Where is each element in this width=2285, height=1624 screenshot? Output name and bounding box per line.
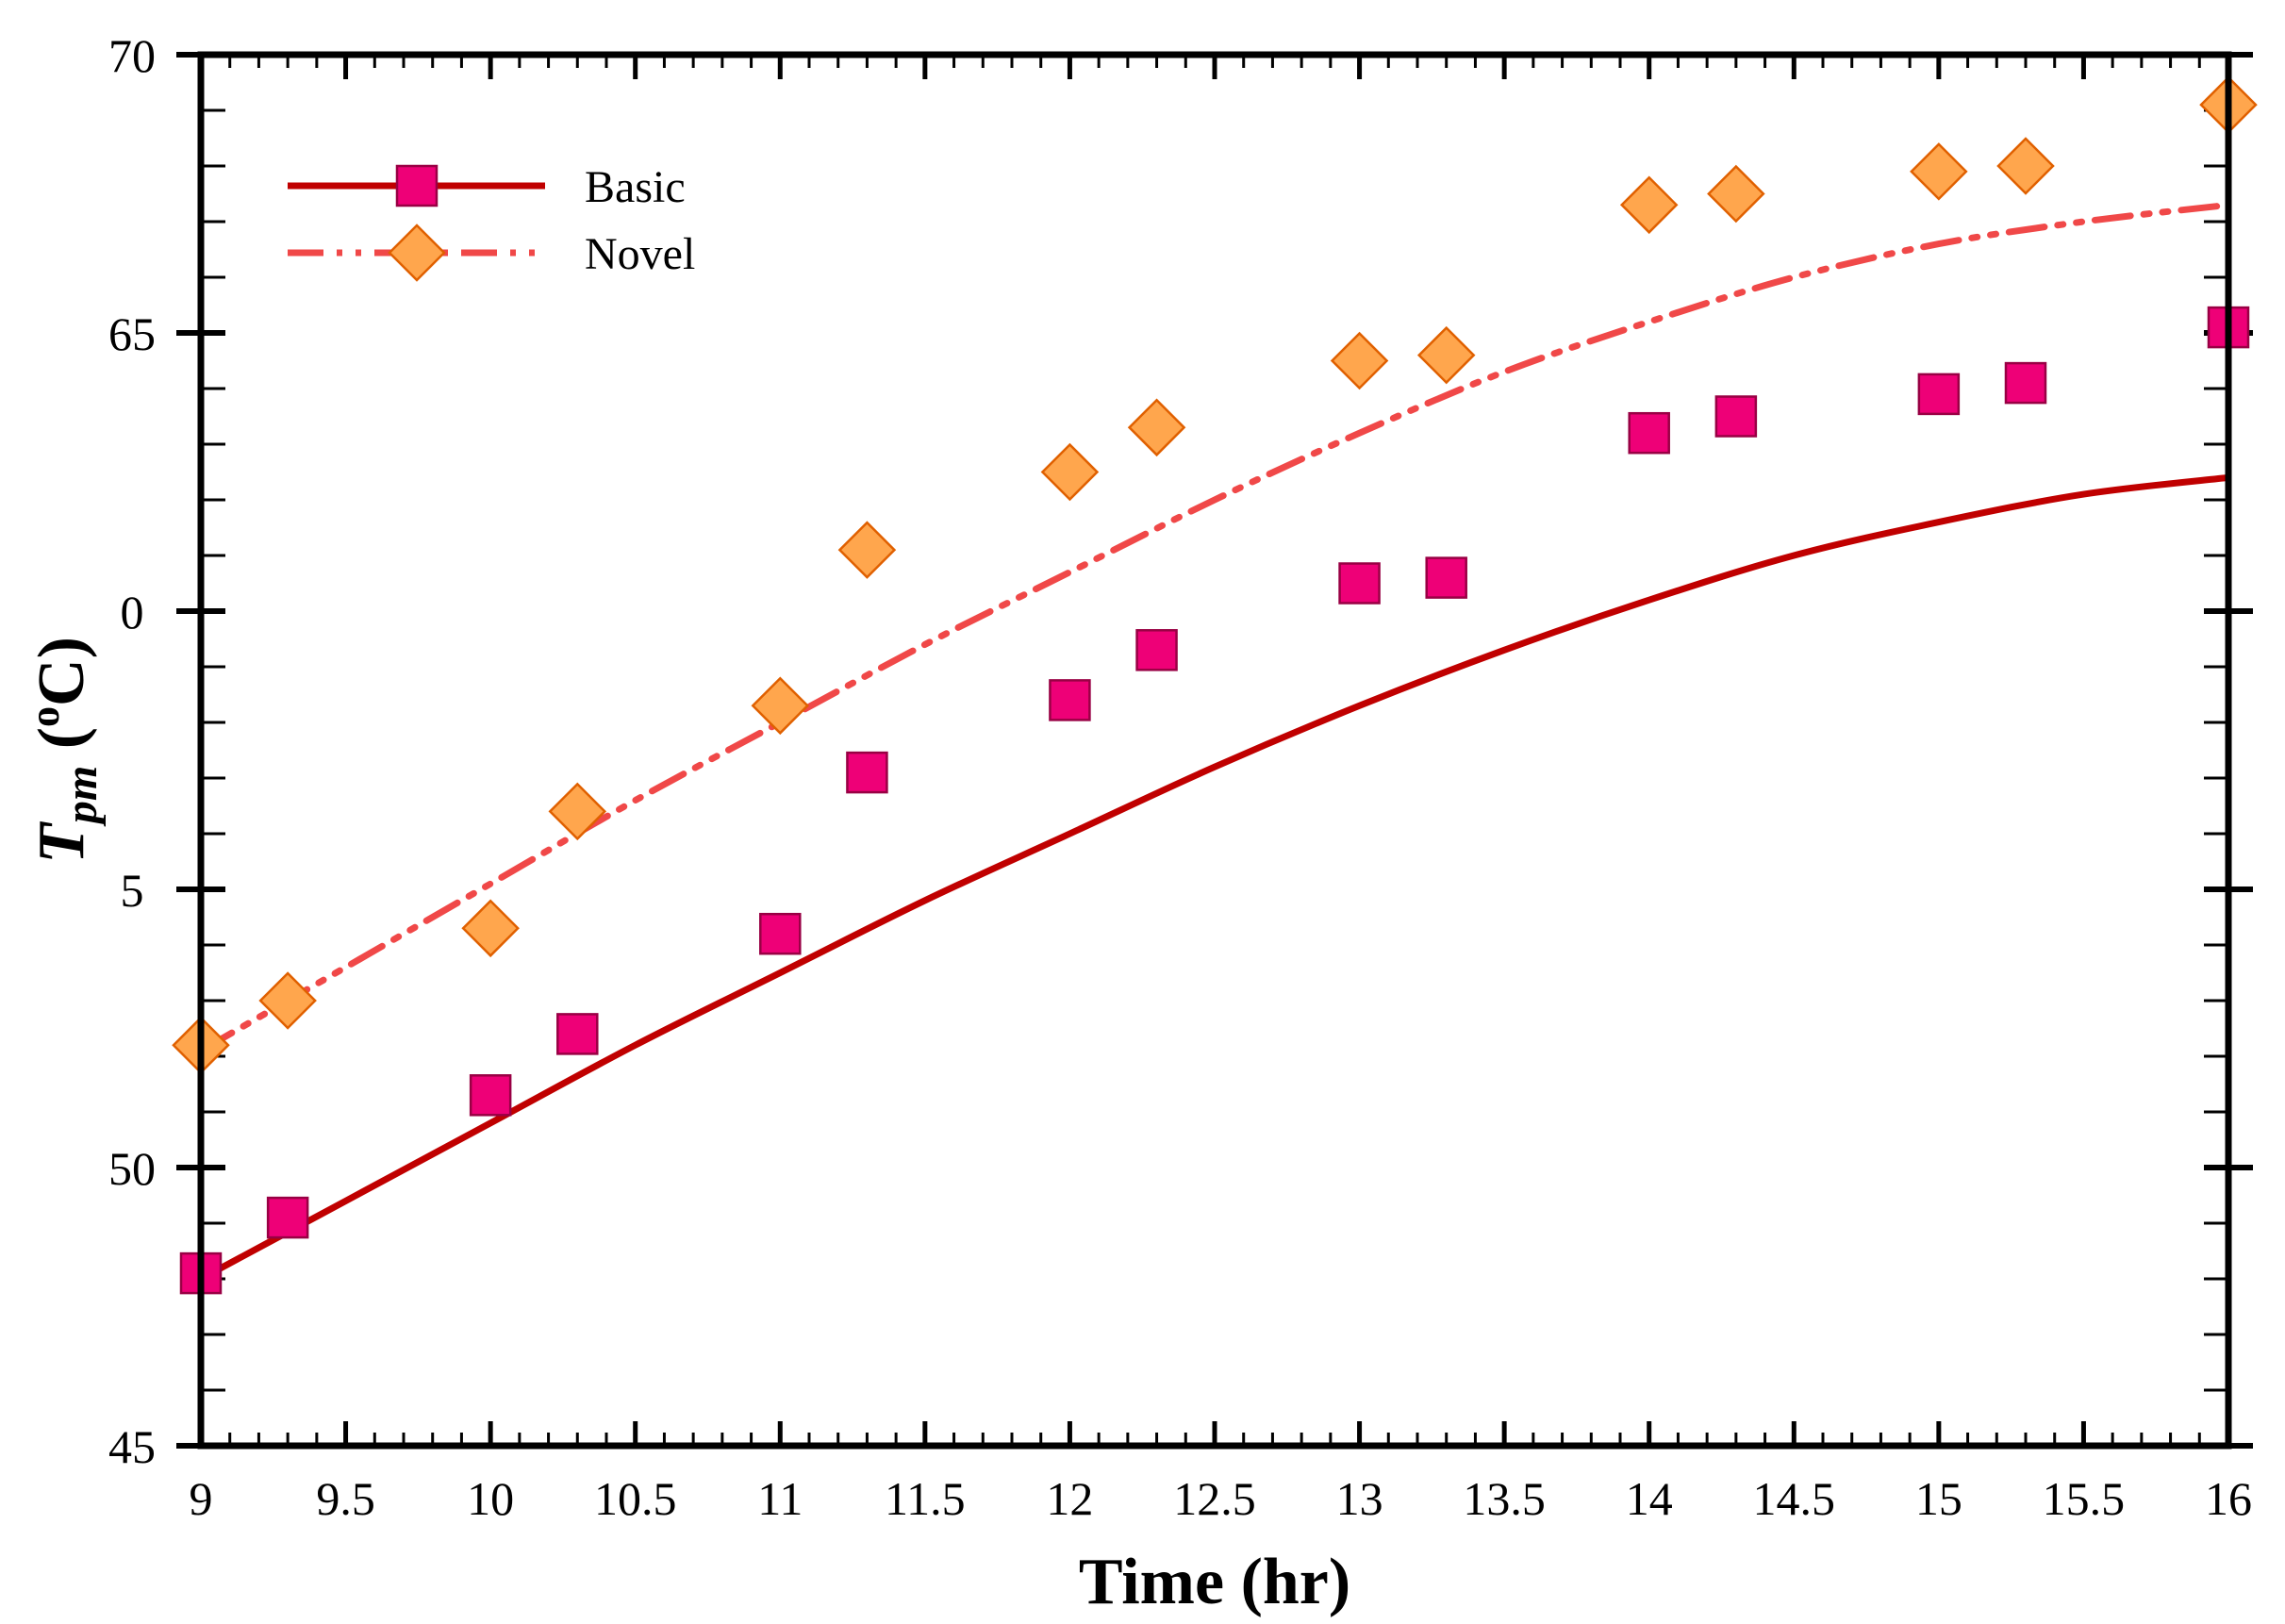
data-point-basic (759, 912, 802, 955)
data-point-novel (258, 971, 317, 1030)
data-point-basic (266, 1196, 309, 1239)
y-tick-label: 45 (108, 1420, 156, 1473)
data-point-basic (556, 1013, 599, 1055)
data-point-basic (1917, 373, 1961, 416)
data-point-basic (1135, 629, 1178, 671)
x-tick-label: 16 (2205, 1472, 2252, 1525)
fit-curve-basic (197, 473, 2232, 1283)
data-point-novel (461, 899, 520, 958)
data-point-novel (1707, 164, 1765, 224)
data-point-novel (1619, 175, 1679, 235)
x-tick-label: 14 (1626, 1472, 1673, 1525)
y-axis-title-unit-prefix: ( (25, 727, 98, 766)
data-point-basic (1049, 679, 1091, 721)
legend-label-basic: Basic (585, 162, 686, 212)
x-tick-label: 15 (1915, 1472, 1962, 1525)
y-axis-title-subscript: pm (57, 766, 107, 827)
x-tick-label: 12.5 (1173, 1472, 1256, 1525)
data-point-basic (1714, 395, 1758, 438)
data-point-basic (1628, 411, 1670, 455)
data-point-novel (1996, 137, 2055, 195)
data-point-novel (1416, 325, 1476, 385)
data-point-basic (1338, 562, 1381, 605)
y-tick-label: 70 (108, 29, 156, 82)
legend-entry-novel: Novel (288, 224, 695, 282)
x-tick-label: 15.5 (2043, 1472, 2126, 1525)
y-tick-label: 65 (108, 307, 156, 360)
data-point-novel (1910, 142, 1968, 201)
legend-marker-novel (388, 224, 446, 282)
y-axis-title-superscript: o (22, 706, 68, 727)
x-tick-label: 13.5 (1463, 1472, 1546, 1525)
y-tick-label: 0 (121, 586, 144, 638)
y-axis-title-main: T (25, 820, 98, 864)
data-point-basic (2004, 361, 2047, 405)
data-point-novel (751, 676, 810, 736)
y-tick-label: 50 (108, 1142, 156, 1195)
legend-label-novel: Novel (585, 229, 695, 279)
x-tick-labels: 9 9.5 10 10.5 11 11.5 12 12.5 13 13.5 14 14.5 15 15.5… (190, 1472, 2253, 1525)
legend: Basic Novel (288, 162, 695, 282)
data-point-basic (469, 1074, 512, 1117)
y-axis-title-unit-suffix: C) (25, 637, 98, 706)
tick-marks (176, 52, 2253, 1449)
data-point-novel (1127, 398, 1186, 457)
plot-frame (197, 51, 2232, 1450)
data-point-basic (846, 751, 888, 794)
y-tick-label: 5 (121, 864, 144, 917)
data-point-novel (1330, 331, 1389, 390)
legend-marker-basic (395, 164, 439, 207)
y-axis-title: Tpm (oC) (22, 637, 107, 864)
data-point-novel (548, 782, 607, 841)
x-tick-label: 10.5 (594, 1472, 677, 1525)
data-point-novel (1040, 442, 1100, 502)
fit-curves (197, 201, 2232, 1283)
x-tick-label: 14.5 (1753, 1472, 1836, 1525)
data-point-basic (1425, 556, 1467, 599)
x-tick-label: 11 (757, 1472, 803, 1525)
x-tick-label: 9.5 (316, 1472, 375, 1525)
x-tick-label: 9 (190, 1472, 213, 1525)
x-tick-label: 11.5 (885, 1472, 966, 1525)
x-tick-label: 12 (1046, 1472, 1093, 1525)
x-tick-label: 13 (1336, 1472, 1383, 1525)
legend-entry-basic: Basic (288, 162, 686, 212)
x-axis-title: Time (hr) (1079, 1546, 1350, 1618)
fit-curve-novel (197, 201, 2232, 1054)
data-markers (172, 75, 2258, 1295)
data-point-novel (837, 521, 897, 579)
x-tick-label: 10 (467, 1472, 514, 1525)
